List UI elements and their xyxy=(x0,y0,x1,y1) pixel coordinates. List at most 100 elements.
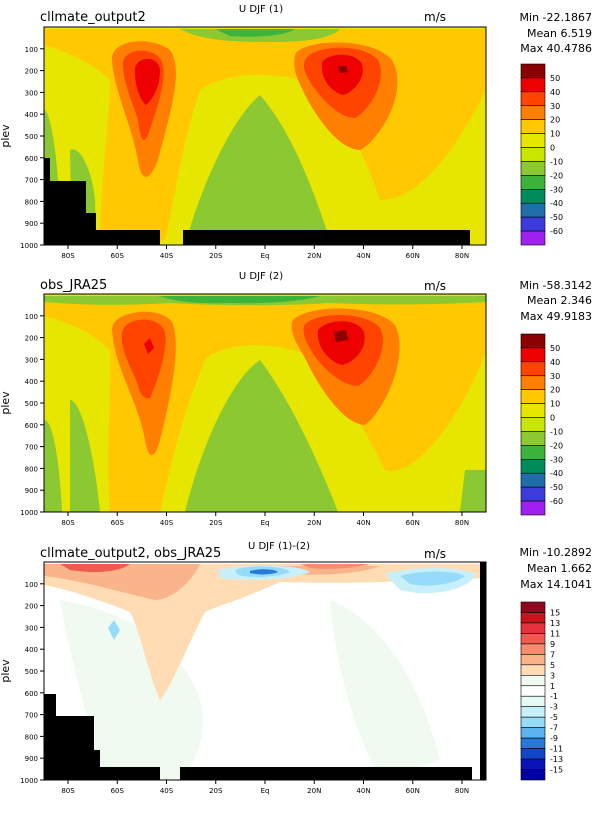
panel-1-center-title: U DJF (1) xyxy=(239,4,283,15)
y-tick-label: 800 xyxy=(25,465,38,473)
panel-3-stat-mean: Mean 1.662 xyxy=(527,562,592,575)
colorbar-swatch xyxy=(520,633,546,645)
colorbar-swatch xyxy=(520,333,546,349)
colorbar-label: -50 xyxy=(550,213,563,222)
y-tick-label: 600 xyxy=(25,155,38,163)
y-tick-label: 500 xyxy=(25,400,38,408)
colorbar-label: -20 xyxy=(550,441,563,450)
colorbar-swatch xyxy=(520,622,546,634)
x-tick-label: Eq xyxy=(261,519,270,527)
colorbar-swatch xyxy=(520,189,546,204)
colorbar-label: -30 xyxy=(550,185,563,194)
colorbar-swatch xyxy=(520,612,546,624)
colorbar-label: 3 xyxy=(550,671,555,680)
y-tick-label: 1000 xyxy=(20,242,38,250)
panel-1-y-ticks: 100 200 300 400 500 600 700 800 900 1000 xyxy=(20,46,44,250)
x-tick-label: 80S xyxy=(61,519,75,527)
y-tick-label: 300 xyxy=(25,624,38,632)
colorbar-swatch xyxy=(520,147,546,162)
panel-3-topography-3 xyxy=(480,562,486,780)
panel-1-stat-min: Min -22.1867 xyxy=(520,11,592,24)
colorbar-swatch xyxy=(520,737,546,749)
x-tick-label: 20S xyxy=(209,519,223,527)
y-tick-label: 400 xyxy=(25,646,38,654)
panel-1: cllmate_output2 U DJF (1) m/s Min -22.18… xyxy=(0,4,592,260)
colorbar-label: 10 xyxy=(550,130,560,139)
panel-1-stat-max: Max 40.4786 xyxy=(520,42,592,55)
y-tick-label: 400 xyxy=(25,378,38,386)
y-tick-label: 200 xyxy=(25,335,38,343)
panel-2-stat-max: Max 49.9183 xyxy=(520,310,592,323)
colorbar-swatch xyxy=(520,133,546,148)
colorbar-label: -9 xyxy=(550,734,558,743)
panel-3-diff-neg-sh xyxy=(108,620,120,640)
y-tick-label: 900 xyxy=(25,755,38,763)
colorbar-label: 30 xyxy=(550,102,560,111)
x-tick-label: 80N xyxy=(455,252,469,260)
y-tick-label: 1000 xyxy=(20,777,38,785)
panel-1-x-ticks: 80S 60S 40S 20S Eq 20N 40N 60N 80N xyxy=(61,245,469,260)
panel-3-y-label: plev xyxy=(0,659,12,683)
panel-2-jet-sh-30 xyxy=(121,319,166,399)
x-tick-label: 20N xyxy=(307,519,321,527)
panel-2-left-title: obs_JRA25 xyxy=(40,278,107,293)
x-tick-label: 60S xyxy=(111,519,125,527)
panel-3-diff-pos-3 xyxy=(60,600,203,780)
panel-2-jet-nh-50 xyxy=(334,330,348,342)
y-tick-label: 700 xyxy=(25,444,38,452)
x-tick-label: 60S xyxy=(111,252,125,260)
panel-3-x-ticks: 80S 60S 40S 20S Eq 20N 40N 60N 80N xyxy=(61,780,469,795)
colorbar-swatch xyxy=(520,664,546,676)
colorbar-label: -30 xyxy=(550,455,563,464)
colorbar-swatch xyxy=(520,105,546,120)
panel-2-x-ticks: 80S 60S 40S 20S Eq 20N 40N 60N 80N xyxy=(61,512,469,527)
panel-1-topography xyxy=(44,158,160,245)
y-tick-label: 500 xyxy=(25,668,38,676)
colorbar-swatch xyxy=(520,486,546,502)
colorbar-label: -7 xyxy=(550,724,558,733)
colorbar-label: -20 xyxy=(550,171,563,180)
colorbar-label: -50 xyxy=(550,483,563,492)
colorbar-swatch xyxy=(520,706,546,718)
colorbar-label: -5 xyxy=(550,713,558,722)
x-tick-label: 40S xyxy=(160,252,174,260)
panel-3-diff-pos-9b xyxy=(300,564,370,569)
colorbar-swatch xyxy=(520,727,546,739)
panel-3-unit: m/s xyxy=(424,547,446,561)
panel-3-stat-max: Max 14.1041 xyxy=(520,578,592,591)
x-tick-label: 40S xyxy=(160,787,174,795)
panel-2-field xyxy=(44,294,486,512)
colorbar-swatch xyxy=(520,361,546,377)
colorbar-swatch xyxy=(520,601,546,613)
panel-2-jet-sh-40 xyxy=(144,338,154,354)
x-tick-label: 60N xyxy=(406,787,420,795)
y-tick-label: 900 xyxy=(25,487,38,495)
colorbar-label: -60 xyxy=(550,227,563,236)
colorbar-label: 50 xyxy=(550,344,560,353)
panel-2-easterly-sh-2 xyxy=(70,400,100,512)
colorbar-label: 40 xyxy=(550,88,560,97)
colorbar-label: -10 xyxy=(550,427,563,436)
x-tick-label: 80S xyxy=(61,252,75,260)
panel-3-diff-neg-9 xyxy=(250,569,278,575)
panel-3-topography-2 xyxy=(180,767,472,780)
panel-3-y-ticks: 100 200 300 400 500 600 700 800 900 1000 xyxy=(20,581,44,785)
colorbar-label: 1 xyxy=(550,682,555,691)
colorbar-label: 30 xyxy=(550,372,560,381)
y-tick-label: 200 xyxy=(25,68,38,76)
y-tick-label: 100 xyxy=(25,581,38,589)
y-tick-label: 700 xyxy=(25,712,38,720)
colorbar-swatch xyxy=(520,748,546,760)
colorbar-swatch xyxy=(520,389,546,404)
colorbar-label: 5 xyxy=(550,661,555,670)
colorbar-swatch xyxy=(520,716,546,728)
colorbar-label: -13 xyxy=(550,755,563,764)
x-tick-label: 60N xyxy=(406,252,420,260)
panel-3: cllmate_output2, obs_JRA25 U DJF (1)-(2)… xyxy=(0,541,592,795)
colorbar-swatch xyxy=(520,230,546,246)
x-tick-label: 20S xyxy=(209,787,223,795)
y-tick-label: 700 xyxy=(25,177,38,185)
panel-2-jet-nh-40 xyxy=(317,321,365,365)
panel-3-diff-pos-3b xyxy=(330,600,440,780)
